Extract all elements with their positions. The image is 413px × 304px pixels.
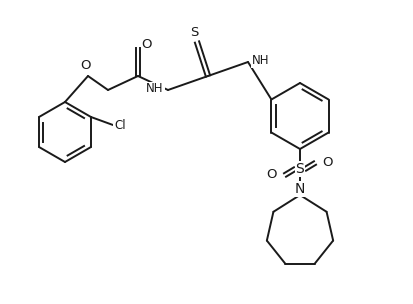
Text: N: N	[294, 182, 304, 196]
Text: O: O	[266, 168, 277, 181]
Text: S: S	[295, 162, 304, 176]
Text: Cl: Cl	[114, 119, 126, 133]
Text: NH: NH	[146, 82, 164, 95]
Text: O: O	[81, 60, 91, 72]
Text: O: O	[141, 39, 152, 51]
Text: O: O	[322, 157, 332, 170]
Text: NH: NH	[252, 54, 269, 67]
Text: S: S	[189, 26, 198, 39]
